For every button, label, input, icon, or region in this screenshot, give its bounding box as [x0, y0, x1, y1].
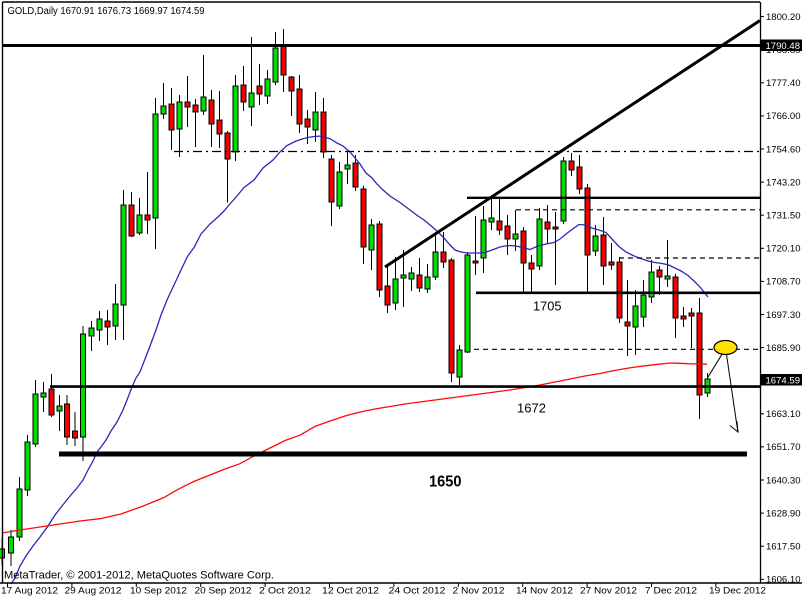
svg-text:1754.60: 1754.60 [766, 144, 801, 154]
svg-text:29 Aug 2012: 29 Aug 2012 [65, 586, 122, 597]
svg-text:1743.20: 1743.20 [766, 177, 801, 187]
svg-text:1800.20: 1800.20 [766, 12, 801, 22]
svg-text:20 Sep 2012: 20 Sep 2012 [195, 586, 252, 597]
svg-text:1606.10: 1606.10 [766, 575, 801, 585]
svg-text:1628.90: 1628.90 [766, 508, 801, 518]
svg-text:1672: 1672 [517, 401, 546, 416]
svg-text:1685.90: 1685.90 [766, 343, 801, 353]
svg-text:MetaTrader, © 2001-2012, MetaQ: MetaTrader, © 2001-2012, MetaQuotes Soft… [4, 570, 274, 582]
svg-text:1617.50: 1617.50 [766, 542, 801, 552]
svg-text:1697.30: 1697.30 [766, 310, 801, 320]
svg-text:14 Nov 2012: 14 Nov 2012 [516, 586, 573, 597]
svg-text:2 Oct 2012: 2 Oct 2012 [259, 586, 311, 597]
svg-text:1790.48: 1790.48 [766, 41, 801, 51]
svg-text:27 Nov 2012: 27 Nov 2012 [580, 586, 637, 597]
svg-text:7 Dec 2012: 7 Dec 2012 [645, 586, 697, 597]
svg-text:1777.40: 1777.40 [766, 78, 801, 88]
svg-text:1731.50: 1731.50 [766, 211, 801, 221]
svg-text:10 Sep 2012: 10 Sep 2012 [130, 586, 187, 597]
svg-text:12 Oct 2012: 12 Oct 2012 [322, 586, 379, 597]
svg-text:17 Aug 2012: 17 Aug 2012 [1, 586, 58, 597]
svg-text:2 Nov 2012: 2 Nov 2012 [453, 586, 505, 597]
svg-text:1663.10: 1663.10 [766, 409, 801, 419]
svg-text:1708.70: 1708.70 [766, 277, 801, 287]
svg-text:1650: 1650 [429, 474, 462, 491]
svg-text:1651.70: 1651.70 [766, 442, 801, 452]
svg-text:19 Dec 2012: 19 Dec 2012 [709, 586, 766, 597]
svg-text:1720.10: 1720.10 [766, 244, 801, 254]
svg-text:1674.59: 1674.59 [766, 375, 801, 385]
svg-text:1640.30: 1640.30 [766, 475, 801, 485]
svg-text:1705: 1705 [533, 298, 561, 313]
svg-text:GOLD,Daily 1670.91 1676.73 16: GOLD,Daily 1670.91 1676.73 1669.97 1674.… [8, 6, 205, 17]
svg-text:1766.00: 1766.00 [766, 111, 801, 121]
svg-text:24 Oct 2012: 24 Oct 2012 [389, 586, 446, 597]
